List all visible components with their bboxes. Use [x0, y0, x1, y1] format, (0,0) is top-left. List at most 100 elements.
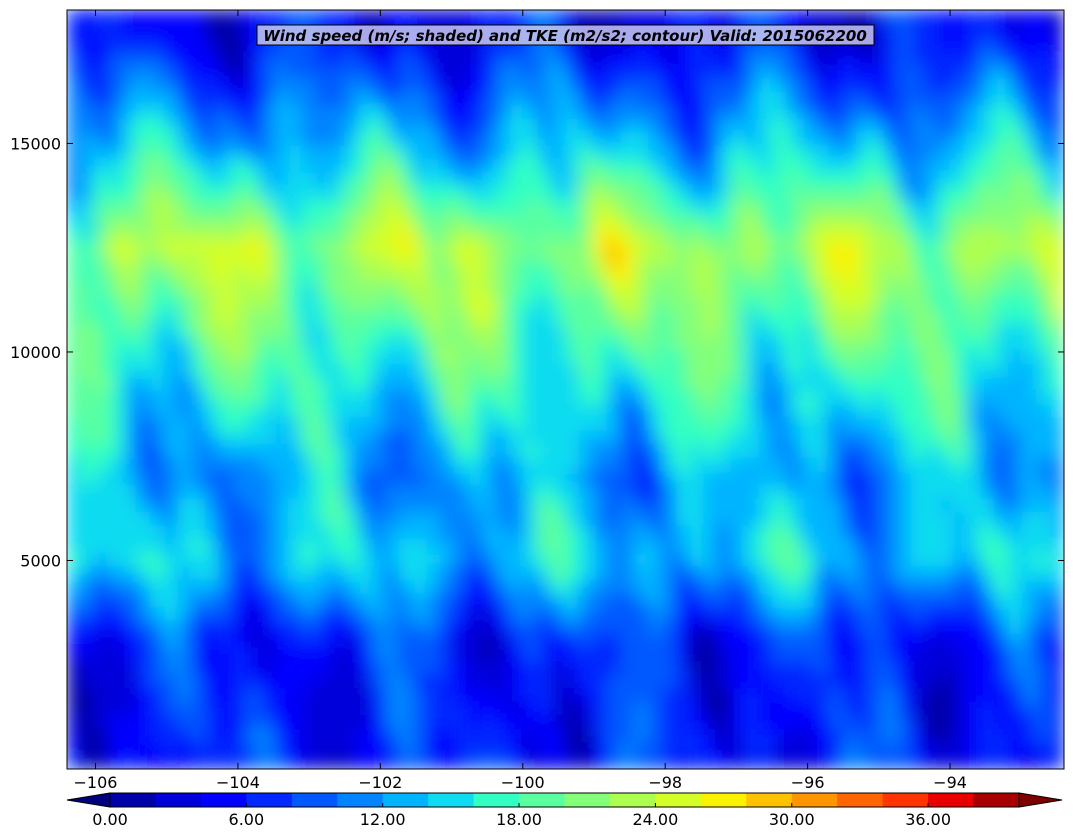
heatmap-cell	[163, 551, 179, 567]
heatmap-cell	[869, 443, 885, 458]
heatmap-cell	[938, 145, 954, 160]
heatmap-cell	[911, 524, 927, 540]
heatmap-cell	[966, 104, 982, 119]
heatmap-cell	[925, 185, 940, 201]
heatmap-cell	[925, 375, 940, 390]
heatmap-cell	[578, 348, 594, 363]
heatmap-cell	[578, 578, 594, 594]
heatmap-cell	[897, 10, 913, 25]
heatmap-cell	[108, 578, 123, 594]
heatmap-cell	[329, 483, 345, 499]
heatmap-cell	[592, 145, 608, 160]
heatmap-cell	[454, 10, 470, 25]
heatmap-cell	[869, 497, 885, 512]
heatmap-cell	[343, 565, 359, 580]
heatmap-cell	[1008, 334, 1023, 350]
heatmap-cell	[232, 456, 248, 472]
heatmap-cell	[163, 104, 179, 119]
heatmap-cell	[440, 510, 456, 526]
heatmap-cell	[717, 77, 733, 92]
heatmap-cell	[315, 90, 331, 106]
heatmap-cell	[454, 443, 470, 458]
heatmap-cell	[814, 145, 830, 160]
heatmap-cell	[745, 253, 760, 269]
heatmap-cell	[315, 50, 331, 65]
heatmap-cell	[218, 714, 234, 729]
heatmap-cell	[412, 117, 428, 133]
y-tick-label: 5000	[20, 551, 61, 570]
heatmap-cell	[1008, 253, 1023, 269]
heatmap-cell	[925, 605, 940, 621]
heatmap-cell	[1035, 321, 1051, 336]
heatmap-cell	[121, 660, 137, 675]
heatmap-cell	[675, 592, 691, 607]
heatmap-cell	[1021, 23, 1037, 38]
heatmap-cell	[274, 741, 290, 756]
heatmap-cell	[509, 524, 525, 540]
heatmap-cell	[869, 605, 885, 621]
heatmap-cell	[994, 605, 1010, 621]
heatmap-cell	[426, 145, 442, 160]
heatmap-cell	[578, 212, 594, 228]
heatmap-cell	[288, 416, 303, 431]
heatmap-cell	[869, 253, 885, 269]
heatmap-cell	[620, 239, 636, 255]
heatmap-cell	[218, 117, 234, 133]
heatmap-cell	[329, 565, 345, 580]
heatmap-cell	[731, 727, 747, 743]
heatmap-cell	[343, 456, 359, 472]
heatmap-cell	[897, 470, 913, 485]
heatmap-cell	[800, 185, 816, 201]
heatmap-cell	[800, 90, 816, 106]
heatmap-cell	[883, 199, 899, 214]
heatmap-cell	[412, 538, 428, 553]
heatmap-cell	[481, 172, 497, 187]
heatmap-cell	[523, 77, 539, 92]
heatmap-cell	[232, 361, 248, 377]
heatmap-cell	[329, 741, 345, 756]
heatmap-cell	[481, 158, 497, 174]
heatmap-cell	[163, 334, 179, 350]
heatmap-cell	[634, 239, 650, 255]
heatmap-cell	[412, 185, 428, 201]
heatmap-cell	[315, 307, 331, 323]
heatmap-cell	[135, 619, 151, 634]
heatmap-cell	[191, 714, 206, 729]
heatmap-cell	[758, 199, 774, 214]
heatmap-cell	[384, 456, 400, 472]
heatmap-cell	[578, 361, 594, 377]
heatmap-cell	[94, 10, 110, 25]
heatmap-cell	[634, 199, 650, 214]
heatmap-cell	[911, 483, 927, 499]
heatmap-cell	[495, 10, 511, 25]
heatmap-cell	[94, 90, 110, 106]
heatmap-cell	[177, 565, 193, 580]
heatmap-cell	[232, 646, 248, 662]
heatmap-cell	[343, 361, 359, 377]
heatmap-cell	[966, 212, 982, 228]
heatmap-cell	[384, 619, 400, 634]
heatmap-cell	[357, 90, 373, 106]
heatmap-cell	[606, 551, 622, 567]
colorbar-swatch	[700, 793, 747, 807]
heatmap-cell	[565, 524, 580, 540]
heatmap-cell	[911, 185, 927, 201]
heatmap-cell	[260, 497, 276, 512]
heatmap-cell	[897, 239, 913, 255]
heatmap-cell	[1021, 63, 1037, 79]
heatmap-cell	[495, 104, 511, 119]
plot-frame	[66, 9, 1065, 770]
heatmap-cell	[731, 321, 747, 336]
heatmap-cell	[994, 253, 1010, 269]
heatmap-cell	[966, 389, 982, 404]
heatmap-cell	[121, 632, 137, 648]
heatmap-cell	[149, 646, 165, 662]
heatmap-cell	[371, 538, 386, 553]
heatmap-cell	[94, 700, 110, 716]
heatmap-cell	[897, 497, 913, 512]
heatmap-cell	[800, 389, 816, 404]
heatmap-cell	[509, 185, 525, 201]
heatmap-cell	[135, 714, 151, 729]
heatmap-cell	[883, 687, 899, 702]
heatmap-cell	[758, 348, 774, 363]
